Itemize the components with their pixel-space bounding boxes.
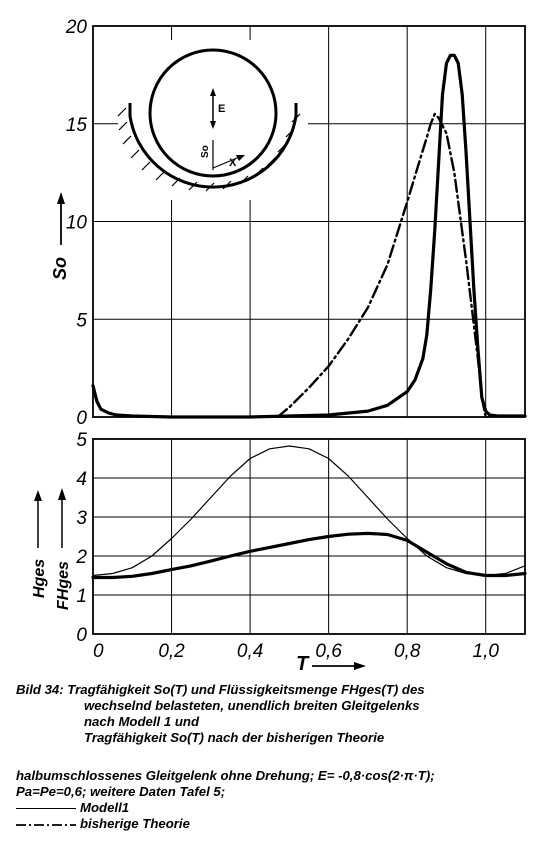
- legend-bisherige-line: [16, 824, 76, 826]
- x-tick-label: 0,6: [315, 641, 342, 662]
- hges-label: Hges: [31, 559, 48, 598]
- y-tick-label: 0: [76, 408, 87, 429]
- x-arrowhead: [236, 155, 245, 161]
- y-tick-label: 15: [66, 115, 88, 136]
- caption-line-4: Tragfähigkeit So(T) nach der bisherigen …: [84, 730, 385, 745]
- hges-arrowhead: [34, 490, 42, 501]
- series-line-hges: [92, 445, 526, 577]
- chart-frames: [92, 25, 526, 635]
- y-tick-label: 4: [76, 469, 87, 490]
- note-line-1: halbumschlossenes Gleitgelenk ohne Drehu…: [16, 768, 435, 783]
- bottom-xlabel-arrowhead: [354, 662, 366, 670]
- load-arrowhead-up: [210, 88, 216, 96]
- plot-frame: [92, 25, 526, 418]
- y-tick-label: 0: [76, 625, 87, 646]
- bearing-shell: [128, 103, 298, 189]
- x-tick-label: 1,0: [473, 641, 500, 662]
- legend-bisherige-label: bisherige Theorie: [80, 816, 190, 831]
- inset-label-E: E: [218, 103, 225, 115]
- caption-line-1: Bild 34: Tragfähigkeit So(T) und Flüssig…: [16, 682, 425, 697]
- y-tick-label: 1: [76, 586, 87, 607]
- bearing-inset-diagram: E So X: [117, 40, 308, 200]
- series-line-bisherige-theorie: [276, 112, 487, 419]
- journal-circle: [148, 48, 278, 178]
- x-tick-label: 0,4: [237, 641, 263, 662]
- caption-line-3: nach Modell 1 und: [84, 714, 200, 729]
- x-arrow: [212, 155, 243, 169]
- y-tick-label: 2: [75, 547, 87, 568]
- y-tick-label: 5: [76, 430, 87, 451]
- load-arrowhead-down: [210, 121, 216, 129]
- series-line-fhges: [91, 531, 527, 580]
- note-line-2: Pa=Pe=0,6; weitere Daten Tafel 5;: [16, 784, 226, 799]
- legend-modell1-label: Modell1: [80, 800, 130, 815]
- top-ylabel: So: [50, 257, 70, 280]
- inset-label-X: X: [229, 157, 237, 169]
- bottom-chart-grid: [93, 439, 525, 634]
- fhges-label: FHges: [55, 561, 72, 610]
- fhges-arrowhead: [58, 488, 66, 500]
- bottom-xlabel: T: [296, 653, 310, 675]
- x-tick-label: 0,2: [158, 641, 185, 662]
- top-ylabel-arrowhead: [57, 192, 65, 204]
- y-tick-label: 5: [76, 310, 87, 331]
- y-tick-label: 3: [76, 508, 87, 529]
- x-tick-label: 0,8: [394, 641, 421, 662]
- legend-modell1-line: [16, 808, 76, 809]
- x-tick-label: 0: [93, 641, 104, 662]
- plot-frame: [92, 438, 526, 635]
- y-tick-label: 10: [66, 213, 88, 234]
- caption-line-2: wechselnd belasteten, unendlich breiten …: [84, 698, 420, 713]
- y-tick-label: 20: [65, 17, 88, 38]
- inset-label-So: So: [200, 145, 211, 158]
- hatching: [117, 107, 301, 192]
- bottom-chart-series: [91, 445, 527, 580]
